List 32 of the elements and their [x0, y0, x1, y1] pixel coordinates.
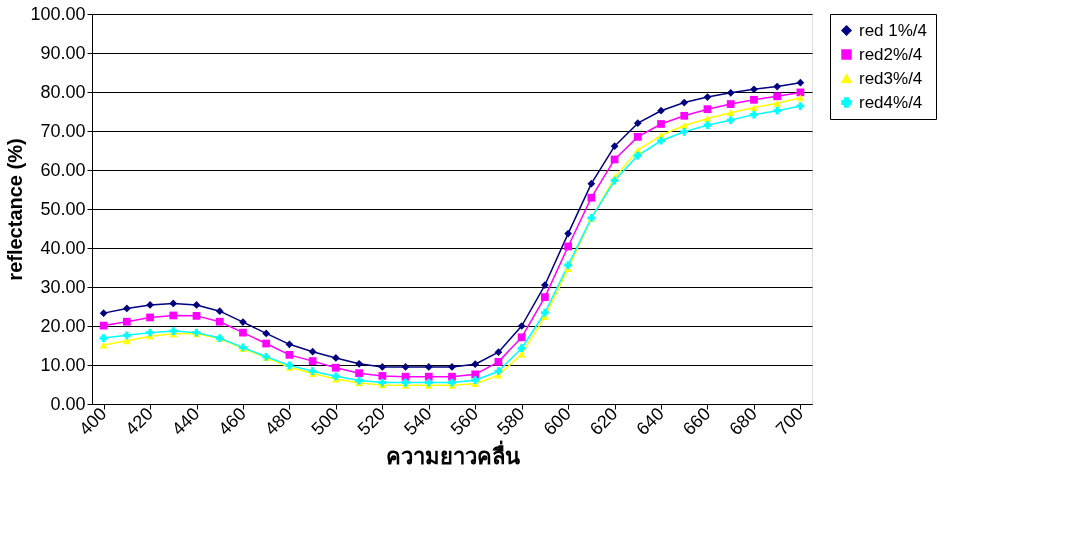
x-tick-label: 460 [214, 403, 250, 440]
y-tick-label: 20.00 [40, 315, 86, 336]
x-tick-label: 620 [586, 403, 622, 440]
x-tick-label: 660 [678, 403, 715, 440]
x-axis-title: ความยาวคลื่น [385, 440, 520, 470]
x-tick-label: 640 [632, 403, 668, 440]
x-tick-label: 680 [725, 403, 761, 440]
x-tick-label: 580 [493, 403, 529, 440]
y-tick-label: 10.00 [40, 354, 86, 375]
legend-label: red3%/4 [859, 68, 923, 88]
y-axis-title: reflectance (%) [4, 138, 27, 281]
x-tick-label: 700 [771, 403, 808, 440]
x-tick-label: 420 [121, 403, 157, 440]
x-tick-label: 540 [400, 403, 436, 440]
x-tick-label: 560 [446, 403, 483, 440]
y-tick-label: 90.00 [40, 42, 86, 63]
y-tick-label: 0.00 [50, 393, 86, 414]
y-tick-label: 80.00 [40, 81, 86, 102]
legend-label: red2%/4 [859, 44, 923, 64]
legend-label: red4%/4 [859, 92, 923, 112]
x-tick-label: 440 [167, 403, 204, 440]
x-tick-label: 500 [307, 403, 343, 440]
x-tick-label: 520 [353, 403, 390, 440]
y-tick-label: 30.00 [40, 276, 86, 297]
y-tick-label: 100.00 [30, 3, 86, 24]
legend-label: red 1%/4 [859, 20, 928, 40]
y-tick-label: 40.00 [40, 237, 86, 258]
x-tick-label: 480 [260, 403, 297, 440]
y-tick-label: 60.00 [40, 159, 86, 180]
y-tick-label: 70.00 [40, 120, 86, 141]
x-tick-label: 600 [539, 403, 575, 440]
y-tick-label: 50.00 [40, 198, 86, 219]
